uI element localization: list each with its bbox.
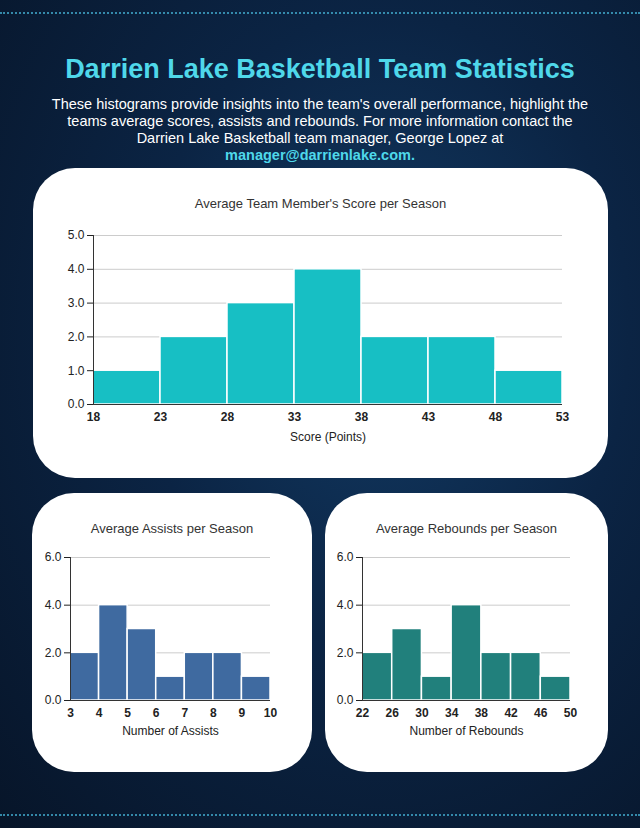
html-text:Average Assists per Season: Average Assists per Season	[90, 521, 254, 536]
svg-text:2.0: 2.0	[337, 646, 354, 660]
svg-text:0.0: 0.0	[68, 397, 85, 411]
svg-text:34: 34	[445, 706, 459, 720]
svg-text:8: 8	[210, 706, 217, 720]
svg-text:42: 42	[504, 706, 518, 720]
svg-text:9: 9	[239, 706, 246, 720]
svg-text:50: 50	[564, 706, 578, 720]
svg-text:7: 7	[181, 706, 188, 720]
svg-text:0.0: 0.0	[45, 693, 62, 707]
svg-text:22: 22	[356, 706, 370, 720]
svg-text:53: 53	[556, 410, 570, 424]
svg-text:2.0: 2.0	[45, 646, 62, 660]
svg-text:5.0: 5.0	[68, 228, 85, 242]
svg-text:48: 48	[489, 410, 503, 424]
svg-text:0.0: 0.0	[337, 693, 354, 707]
svg-text:Score (Points): Score (Points)	[290, 430, 366, 444]
svg-text:23: 23	[154, 410, 168, 424]
html-text:These histograms provide insig: These histograms provide insights into t…	[51, 96, 589, 146]
svg-text:4: 4	[96, 706, 103, 720]
svg-text:4.0: 4.0	[337, 598, 354, 612]
svg-text:30: 30	[415, 706, 429, 720]
html-text:Average Team Member's Score pe: Average Team Member's Score per Season	[194, 196, 447, 211]
svg-text:6: 6	[153, 706, 160, 720]
svg-text:38: 38	[355, 410, 369, 424]
svg-text:1.0: 1.0	[68, 364, 85, 378]
svg-text:26: 26	[386, 706, 400, 720]
svg-text:4.0: 4.0	[45, 598, 62, 612]
svg-text:43: 43	[422, 410, 436, 424]
svg-text:6.0: 6.0	[45, 550, 62, 564]
svg-text:10: 10	[264, 706, 278, 720]
svg-text:5: 5	[124, 706, 131, 720]
svg-text:6.0: 6.0	[337, 550, 354, 564]
svg-text:3.0: 3.0	[68, 296, 85, 310]
svg-text:4.0: 4.0	[68, 262, 85, 276]
svg-text:18: 18	[87, 410, 101, 424]
svg-text:33: 33	[288, 410, 302, 424]
svg-text:Number of Assists: Number of Assists	[122, 724, 219, 738]
svg-text:38: 38	[475, 706, 489, 720]
svg-text:46: 46	[534, 706, 548, 720]
svg-text:28: 28	[221, 410, 235, 424]
svg-text:3: 3	[67, 706, 74, 720]
html-text:manager@darrienlake.com.: manager@darrienlake.com.	[225, 147, 415, 163]
html-text:Average Rebounds per Season: Average Rebounds per Season	[375, 521, 558, 536]
svg-text:2.0: 2.0	[68, 330, 85, 344]
svg-text:Number of Rebounds: Number of Rebounds	[409, 724, 523, 738]
html-text:Darrien Lake Basketball Team S: Darrien Lake Basketball Team Statistics	[65, 54, 575, 84]
